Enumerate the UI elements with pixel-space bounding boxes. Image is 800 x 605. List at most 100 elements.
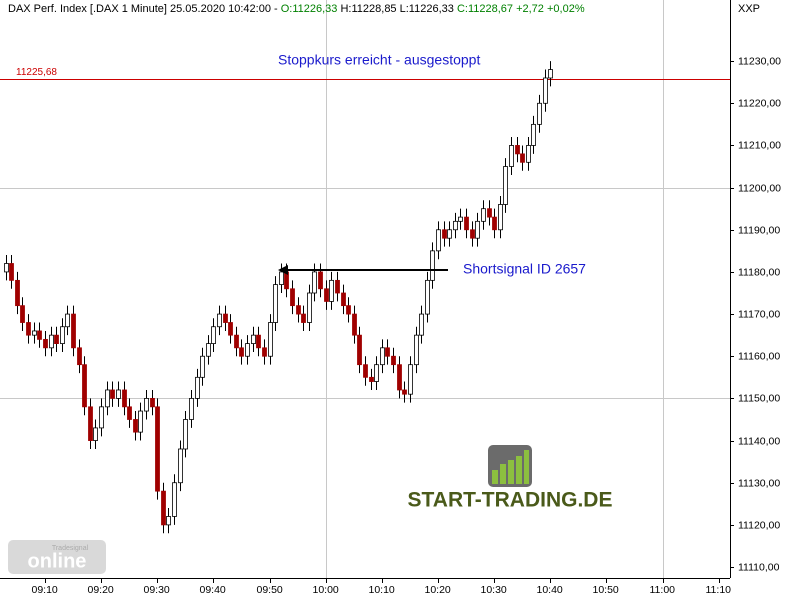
header-part: H:11228,85: [340, 3, 396, 15]
candle-body: [520, 153, 525, 163]
candle-body: [166, 516, 171, 526]
candle-body: [318, 271, 323, 290]
candle-body: [65, 313, 70, 328]
candle-body: [341, 292, 346, 307]
candle-body: [116, 389, 121, 399]
candle-body: [481, 208, 486, 222]
candle-body: [4, 263, 9, 273]
candle-body: [374, 364, 379, 382]
candle-body: [430, 250, 435, 281]
candle-body: [54, 334, 59, 344]
candle-body: [110, 389, 115, 399]
candle-body: [234, 334, 239, 349]
candle-body: [391, 355, 396, 366]
x-tick-label: 09:20: [88, 584, 114, 596]
candle-body: [32, 330, 37, 336]
logo-bar: [500, 464, 506, 484]
candle-body: [357, 334, 362, 366]
candle-body: [77, 347, 82, 366]
candle-body: [442, 229, 447, 239]
candle-body: [279, 271, 284, 285]
candle-body: [537, 102, 542, 125]
candle-body: [509, 145, 514, 167]
candle-body: [296, 305, 301, 315]
header: DAX Perf. Index [.DAX 1 Minute] 25.05.20…: [8, 3, 585, 15]
header-part: L:11226,33: [400, 3, 454, 15]
candle-body: [290, 288, 295, 307]
x-tick-label: 09:30: [144, 584, 170, 596]
x-tick-label: 10:50: [593, 584, 619, 596]
candle-body: [346, 305, 351, 315]
header-part: +0,02%: [547, 3, 585, 15]
candle-body: [487, 208, 492, 218]
header-part: C:11228,67: [457, 3, 513, 15]
candle-body: [138, 410, 143, 433]
watermark-box: [8, 540, 106, 574]
candle-body: [88, 406, 93, 441]
logo-bar: [492, 470, 498, 484]
candle-body: [301, 313, 306, 323]
candle-body: [37, 330, 42, 340]
candle-body: [408, 364, 413, 395]
header-part: O:11226,33: [281, 3, 338, 15]
candle-body: [262, 347, 267, 357]
candle-body: [352, 313, 357, 336]
candle-body: [425, 279, 430, 315]
watermark-word: online: [28, 550, 87, 572]
candle-body: [133, 419, 138, 433]
y-tick-label: 11150,00: [738, 392, 780, 404]
candle-body: [335, 279, 340, 294]
candle-body: [543, 77, 548, 104]
candle-body: [200, 355, 205, 378]
candle-body: [172, 482, 177, 517]
logo-bar: [508, 460, 514, 484]
candle-body: [217, 313, 222, 328]
price-axis-area: [730, 0, 800, 600]
x-tick-label: 10:20: [425, 584, 451, 596]
candle-body: [369, 376, 374, 382]
axes: 11110,00 11120,00 11130,00 11140,00 11150,00…: [32, 55, 782, 596]
x-tick-label: 10:40: [537, 584, 563, 596]
candle-body: [268, 322, 273, 357]
candle-body: [127, 406, 132, 420]
stop-label: 11225,68: [16, 67, 57, 78]
candle-body: [43, 338, 48, 349]
axis-title: XXP: [738, 3, 760, 15]
candle-body: [228, 322, 233, 336]
y-tick-label: 11160,00: [738, 350, 780, 362]
candle-body: [99, 406, 104, 429]
candle-body: [60, 326, 65, 344]
candle-body: [531, 123, 536, 146]
logo-bar: [516, 456, 522, 484]
watermark: Tradesignal online: [8, 540, 106, 574]
candle-body: [71, 313, 76, 349]
x-tick-label: 11:00: [650, 584, 676, 596]
x-tick-label: 11:10: [706, 584, 732, 596]
candle-body: [453, 220, 458, 231]
y-tick-label: 11140,00: [738, 435, 780, 447]
candle-body: [26, 322, 31, 336]
annotation: Stoppkurs erreicht - ausgestoppt: [278, 52, 480, 68]
y-tick-label: 11200,00: [738, 182, 781, 194]
watermark-brand: Tradesignal: [52, 545, 89, 552]
candle-body: [464, 216, 469, 231]
candle-body: [363, 364, 368, 378]
candle-body: [93, 427, 98, 441]
candle-body: [385, 347, 390, 357]
candle-body: [324, 288, 329, 302]
y-tick-label: 11220,00: [738, 97, 781, 109]
x-tick-label: 10:30: [481, 584, 507, 596]
candle-body: [312, 271, 317, 294]
candle-body: [122, 389, 127, 408]
logo: START-TRADING.DE: [408, 445, 612, 512]
candle-body: [211, 326, 216, 344]
y-tick-label: 11130,00: [738, 477, 780, 489]
candle-body: [105, 389, 110, 408]
candle-body: [239, 347, 244, 357]
candle-body: [526, 145, 531, 163]
candle-body: [515, 145, 520, 155]
signal-arrowhead: [278, 265, 288, 275]
candle-body: [161, 490, 166, 526]
